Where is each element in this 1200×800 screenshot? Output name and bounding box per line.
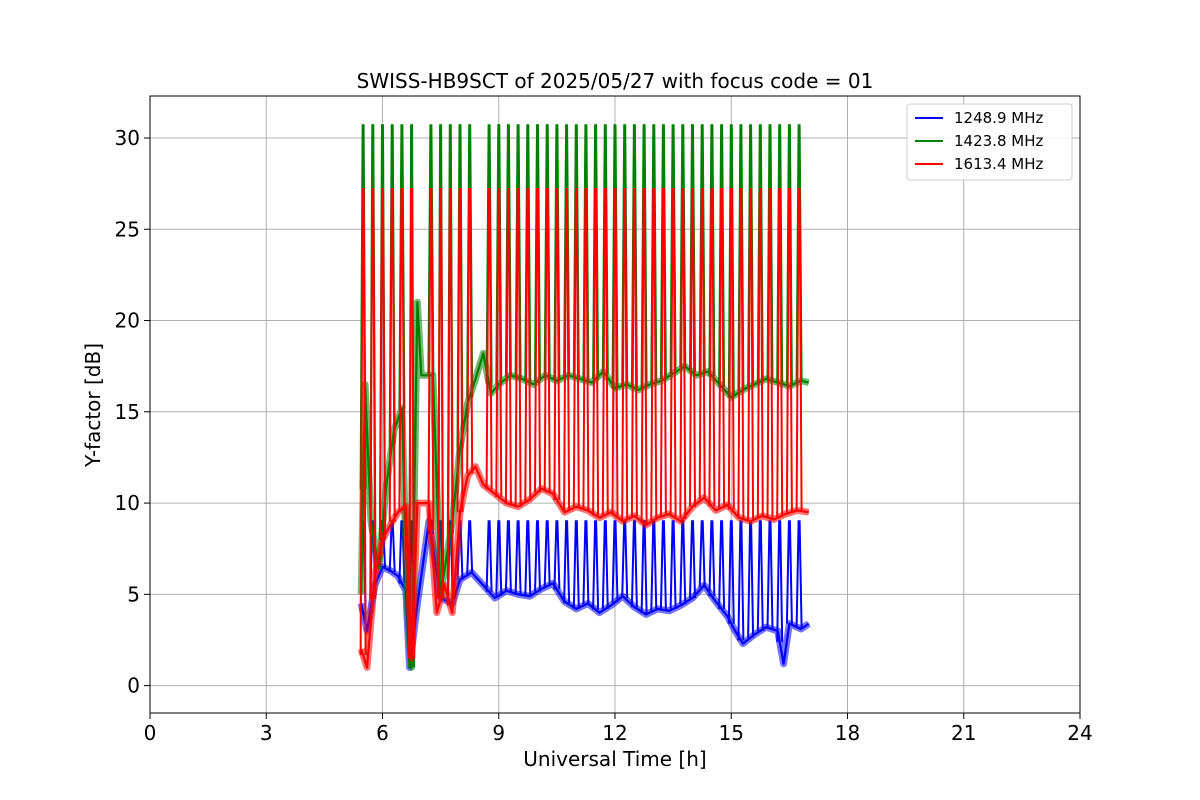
calibration-spike — [437, 188, 445, 599]
calibration-spike — [776, 188, 784, 517]
calibration-spike — [795, 520, 803, 629]
calibration-spike — [369, 188, 377, 599]
calibration-spike — [553, 188, 561, 501]
calibration-spike — [630, 520, 638, 608]
calibration-spike — [689, 520, 696, 599]
calibration-spike — [534, 520, 541, 592]
calibration-spike — [756, 188, 764, 517]
calibration-spike — [727, 520, 735, 624]
y-tick-label: 20 — [115, 309, 140, 333]
calibration-spike — [408, 188, 416, 659]
calibration-spike — [650, 188, 658, 521]
calibration-spike — [582, 188, 590, 510]
calibration-spike — [514, 188, 522, 507]
calibration-spike — [466, 188, 474, 474]
calibration-spike — [708, 520, 716, 597]
calibration-spike — [485, 188, 493, 490]
calibration-spike — [398, 188, 406, 510]
calibration-spike — [611, 188, 619, 516]
calibration-spike — [563, 520, 571, 603]
legend-label: 1248.9 MHz — [954, 109, 1043, 127]
y-tick-label: 25 — [115, 217, 140, 241]
calibration-spike — [456, 188, 464, 513]
calibration-spike — [504, 188, 512, 504]
calibration-spike — [708, 188, 716, 507]
calibration-spike — [524, 520, 532, 596]
calibration-spike — [572, 188, 580, 507]
calibration-spike — [679, 188, 687, 519]
y-tick-label: 5 — [127, 582, 140, 606]
calibration-spike — [795, 188, 803, 511]
legend-label: 1423.8 MHz — [954, 132, 1043, 150]
x-tick-label: 12 — [602, 721, 627, 745]
y-tick-label: 30 — [115, 126, 140, 150]
calibration-spike — [611, 520, 619, 603]
calibration-spike — [785, 188, 793, 513]
calibration-spike — [388, 188, 396, 522]
x-tick-label: 21 — [951, 721, 976, 745]
calibration-spike — [601, 520, 609, 609]
calibration-spike — [669, 188, 677, 517]
series-layer — [357, 124, 811, 671]
chart-title: SWISS-HB9SCT of 2025/05/27 with focus co… — [357, 69, 874, 93]
x-tick-label: 9 — [492, 721, 505, 745]
x-tick-label: 15 — [719, 721, 744, 745]
calibration-spike — [659, 188, 667, 516]
calibration-spike — [756, 520, 764, 631]
calibration-spike — [504, 520, 512, 592]
legend-label: 1613.4 MHz — [954, 155, 1043, 173]
axis-ticks: 0 3 6 9 12 15 18 21 24 0 5 10 15 20 25 30 — [115, 126, 1093, 745]
legend: 1248.9 MHz 1423.8 MHz 1613.4 MHz — [906, 103, 1073, 181]
calibration-spike — [785, 520, 793, 624]
calibration-spike — [466, 520, 474, 574]
x-tick-label: 24 — [1067, 721, 1092, 745]
calibration-spike — [543, 520, 551, 587]
calibration-spike — [630, 188, 638, 516]
calibration-spike — [640, 188, 648, 524]
calibration-spike — [359, 188, 367, 656]
calibration-spike — [485, 520, 493, 592]
calibration-spike — [572, 520, 580, 609]
calibration-spike — [379, 188, 386, 540]
calibration-spike — [446, 188, 454, 606]
calibration-spike — [592, 188, 600, 516]
series-1613-4-mhz — [357, 188, 810, 671]
calibration-spike — [621, 188, 629, 521]
calibration-spike — [698, 520, 706, 588]
calibration-spike — [563, 188, 571, 512]
x-tick-label: 3 — [260, 721, 273, 745]
calibration-spike — [689, 188, 696, 507]
x-tick-label: 6 — [376, 721, 389, 745]
calibration-spike — [727, 188, 735, 510]
calibration-spike — [776, 520, 784, 642]
calibration-spike — [582, 520, 590, 605]
calibration-spike — [766, 188, 774, 519]
calibration-spike — [669, 520, 677, 609]
calibration-spike — [495, 520, 503, 596]
x-tick-label: 18 — [835, 721, 860, 745]
calibration-spike — [514, 520, 522, 595]
y-tick-label: 10 — [115, 491, 140, 515]
calibration-spike — [543, 188, 551, 492]
calibration-spike — [718, 520, 726, 609]
calibration-spike — [737, 188, 745, 519]
y-tick-label: 15 — [115, 400, 140, 424]
calibration-spike — [601, 188, 609, 515]
calibration-spike — [495, 188, 503, 498]
legend-box — [906, 103, 1073, 181]
x-axis-label: Universal Time [h] — [523, 747, 706, 771]
calibration-spike — [524, 188, 532, 501]
y-axis-label: Y-factor [dB] — [81, 343, 105, 468]
calibration-spike — [659, 520, 667, 610]
calibration-spike — [747, 188, 755, 522]
y-tick-label: 0 — [127, 674, 140, 698]
calibration-spike — [534, 188, 541, 493]
calibration-spike — [718, 188, 726, 508]
calibration-spike — [698, 188, 706, 500]
x-tick-label: 0 — [144, 721, 157, 745]
calibration-spike — [592, 520, 600, 610]
calibration-spike — [553, 520, 561, 590]
calibration-spike — [427, 188, 435, 531]
